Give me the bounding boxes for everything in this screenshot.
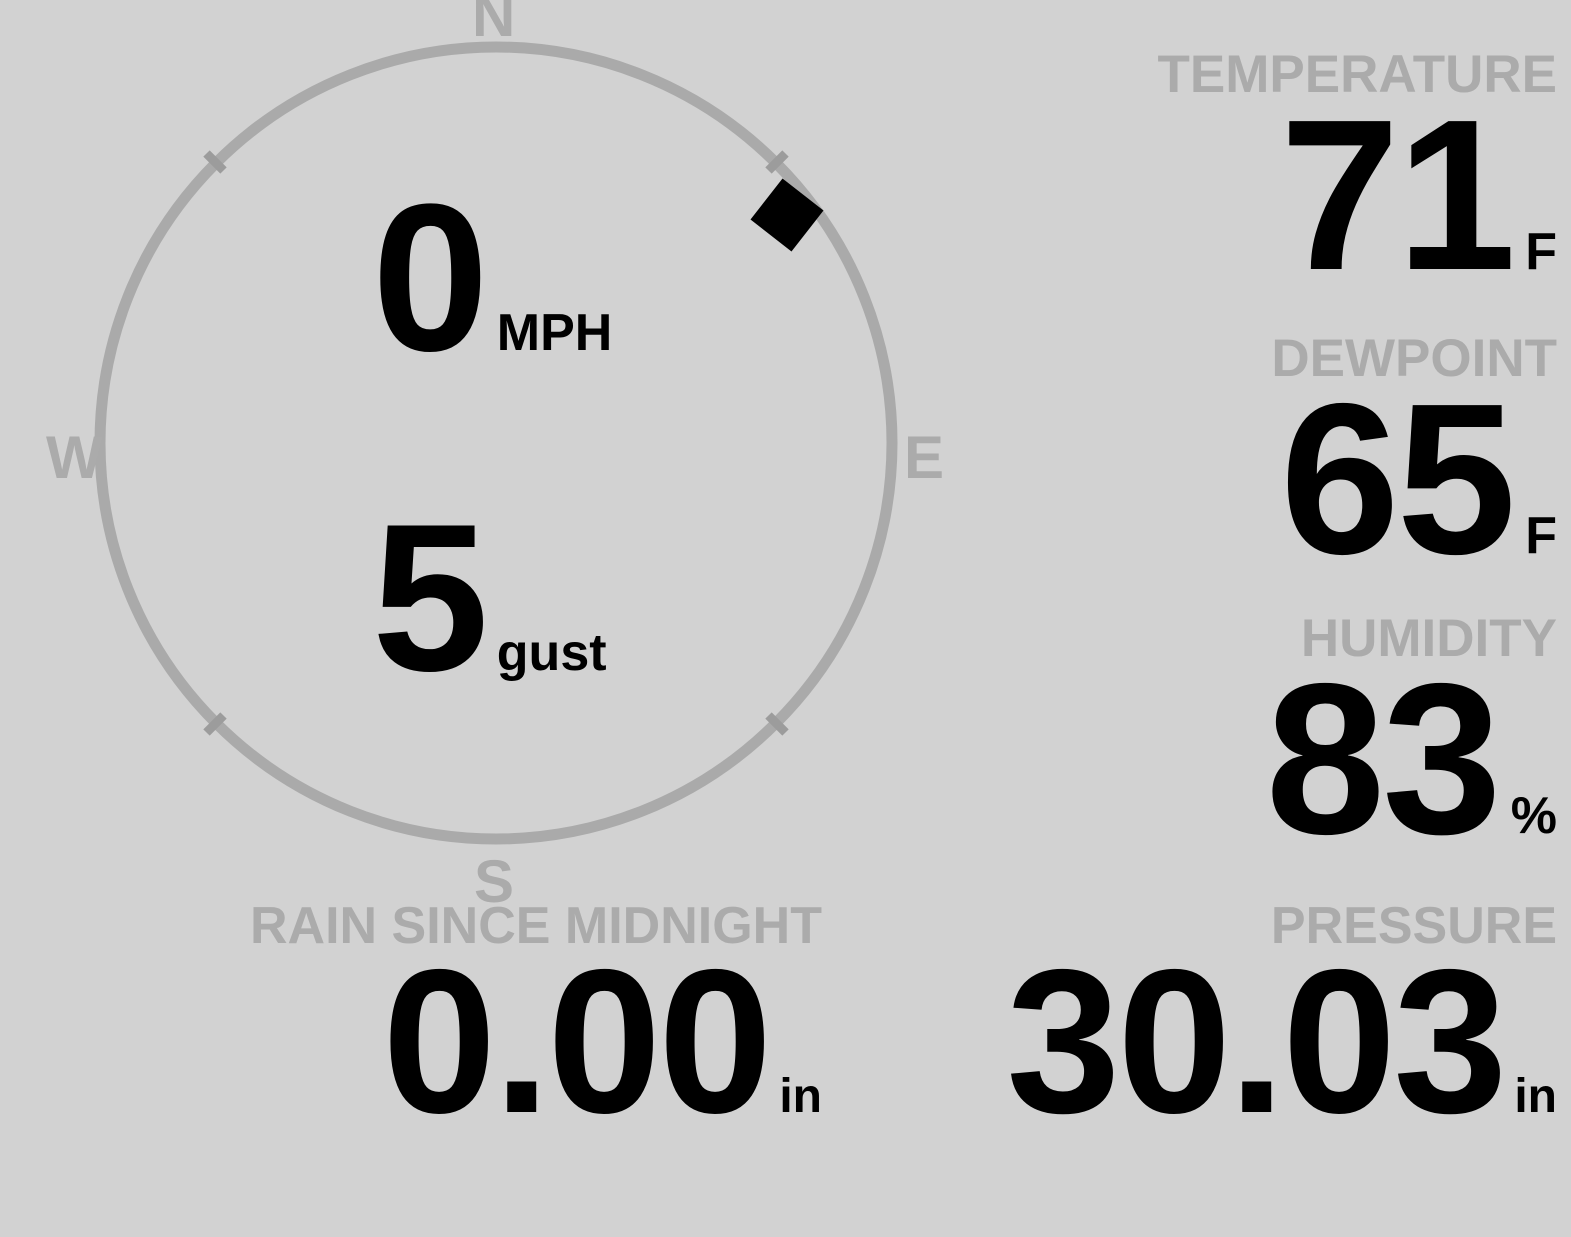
pressure-unit: in bbox=[1514, 1070, 1557, 1123]
dewpoint-label: DEWPOINT bbox=[1271, 329, 1557, 388]
rain-value-row: 0.00 in bbox=[52, 927, 822, 1156]
compass-ring bbox=[94, 41, 898, 845]
wind-gust-readout: 5 gust bbox=[372, 480, 607, 715]
pressure-value-row: 30.03 in bbox=[857, 927, 1557, 1156]
wind-dial: N E S W 0 MPH 5 gust bbox=[0, 0, 960, 920]
compass-tick-sw bbox=[203, 712, 227, 736]
compass-tick-marks bbox=[203, 150, 789, 736]
wind-speed-readout: 0 MPH bbox=[372, 160, 613, 395]
dewpoint-value-row: 65 F bbox=[857, 358, 1557, 599]
pressure-label: PRESSURE bbox=[1270, 897, 1557, 955]
temperature-block: TEMPERATURE 71 F bbox=[857, 45, 1557, 315]
compass-label-south: S bbox=[474, 848, 515, 915]
compass-tick-se bbox=[765, 712, 789, 736]
wind-dial-svg bbox=[94, 41, 898, 845]
temperature-label: TEMPERATURE bbox=[1157, 45, 1557, 104]
compass-label-east: E bbox=[904, 424, 945, 491]
temperature-unit: F bbox=[1525, 223, 1557, 281]
humidity-block: HUMIDITY 83 % bbox=[857, 609, 1557, 879]
dewpoint-unit: F bbox=[1525, 507, 1557, 565]
humidity-label: HUMIDITY bbox=[1300, 609, 1557, 668]
rain-label: RAIN SINCE MIDNIGHT bbox=[250, 897, 822, 955]
dewpoint-block: DEWPOINT 65 F bbox=[857, 329, 1557, 599]
rain-value: 0.00 bbox=[382, 927, 772, 1156]
wind-direction-diamond-icon bbox=[750, 178, 824, 252]
wind-gust-unit: gust bbox=[496, 624, 607, 682]
compass-tick-ne bbox=[765, 150, 789, 174]
compass-label-north: N bbox=[472, 0, 516, 49]
wind-gust-value: 5 bbox=[372, 480, 489, 715]
rain-block: RAIN SINCE MIDNIGHT 0.00 in bbox=[52, 897, 822, 1156]
compass-tick-nw bbox=[203, 150, 227, 174]
wind-speed-unit: MPH bbox=[496, 304, 613, 362]
humidity-value-row: 83 % bbox=[857, 638, 1557, 879]
temperature-value-row: 71 F bbox=[857, 74, 1557, 315]
rain-unit: in bbox=[779, 1070, 822, 1123]
compass-label-west: W bbox=[46, 424, 103, 491]
pressure-block: PRESSURE 30.03 in bbox=[857, 897, 1557, 1156]
temperature-value: 71 bbox=[1280, 74, 1516, 315]
dewpoint-value: 65 bbox=[1280, 358, 1516, 599]
humidity-unit: % bbox=[1510, 787, 1557, 845]
humidity-value: 83 bbox=[1265, 638, 1502, 879]
wind-speed-value: 0 bbox=[372, 160, 489, 395]
pressure-value: 30.03 bbox=[1006, 927, 1507, 1156]
